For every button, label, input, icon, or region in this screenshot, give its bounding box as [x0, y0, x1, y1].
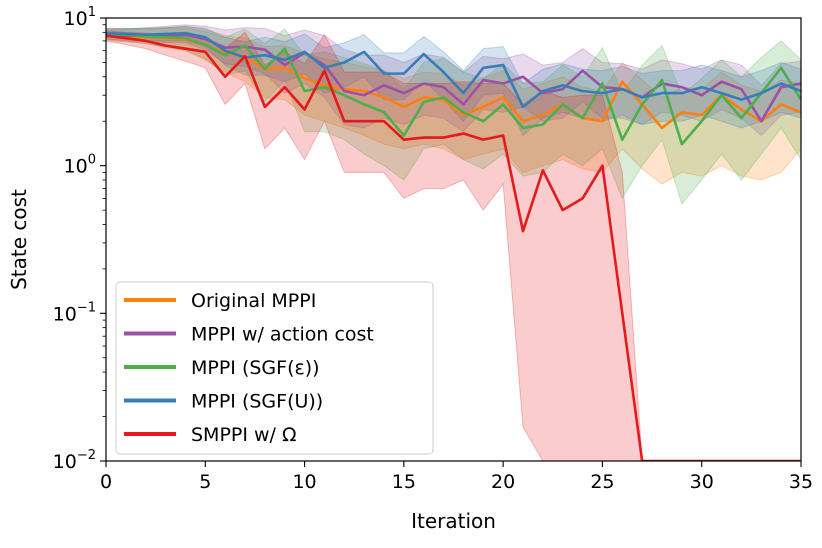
y-tick-exponent: 1: [88, 5, 96, 20]
line-original-mppi: [106, 34, 801, 130]
y-tick-exponent: −2: [77, 448, 96, 463]
y-axis-label: State cost: [7, 189, 31, 290]
y-tick-base: 10: [64, 8, 88, 30]
x-tick-label: 30: [690, 471, 714, 493]
legend-label-mppi-sgf-u: MPPI (SGF(U)): [191, 391, 323, 413]
legend-box: [115, 281, 434, 455]
y-tick-base: 10: [53, 303, 77, 325]
legend: Original MPPI MPPI w/ action cost MPPI (SG…: [115, 281, 434, 455]
y-tick-label: 101: [64, 5, 96, 30]
y-tick-exponent: −1: [77, 300, 96, 315]
x-axis-ticks: 0 5 10 15 20 25 30 35: [100, 461, 813, 493]
x-tick-label: 25: [590, 471, 614, 493]
x-tick-label: 15: [392, 471, 416, 493]
legend-label-original-mppi: Original MPPI: [191, 290, 316, 312]
x-tick-label: 10: [292, 471, 316, 493]
legend-label-smppi-w: SMPPI w/ Ω: [191, 424, 297, 446]
y-tick-label: 10−1: [53, 300, 96, 325]
y-tick-base: 10: [53, 451, 77, 473]
y-tick-label: 10−2: [53, 448, 96, 473]
y-tick-exponent: 0: [88, 153, 96, 168]
band-mppi-sgf: [106, 27, 801, 206]
x-tick-label: 35: [789, 471, 813, 493]
series-lines: [106, 31, 801, 461]
legend-label-mppi-sgf: MPPI (SGF(ε)): [191, 357, 320, 379]
y-tick-label: 100: [64, 153, 96, 178]
line-smppi-w: [106, 34, 801, 461]
line-mppi-sgf: [106, 32, 801, 146]
x-tick-label: 5: [199, 471, 211, 493]
x-tick-label: 0: [100, 471, 112, 493]
line-mppi-sgf-u: [106, 31, 801, 109]
x-tick-label: 20: [491, 471, 515, 493]
y-tick-base: 10: [64, 156, 88, 178]
axes-frame: [105, 17, 802, 462]
x-axis-label: Iteration: [411, 509, 496, 533]
line-mppi-w-action-cost: [106, 33, 801, 123]
legend-label-mppi-w-action-cost: MPPI w/ action cost: [191, 324, 374, 346]
